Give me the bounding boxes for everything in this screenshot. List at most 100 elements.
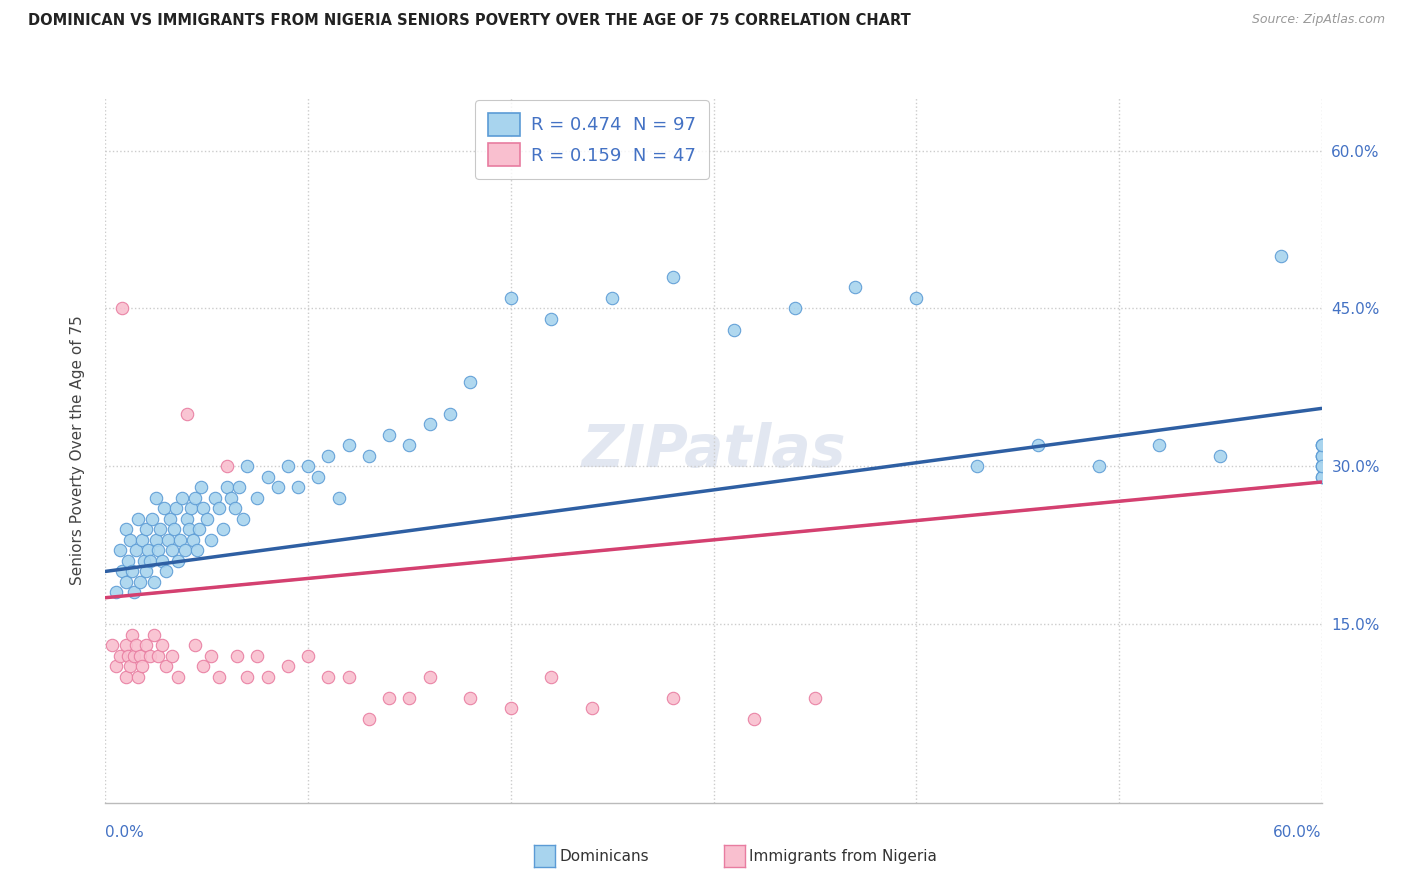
Point <box>458 690 481 705</box>
Point <box>1209 449 1232 463</box>
Point <box>162 543 184 558</box>
Point <box>246 491 269 505</box>
Point <box>1310 459 1333 474</box>
Point <box>104 585 127 599</box>
Text: 0.0%: 0.0% <box>105 825 145 840</box>
Point <box>1026 438 1049 452</box>
Point <box>228 480 250 494</box>
Point <box>136 543 159 558</box>
Point <box>135 565 157 579</box>
Point <box>200 648 222 663</box>
Point <box>145 491 167 505</box>
Point <box>224 501 246 516</box>
Point <box>1310 438 1333 452</box>
Point <box>117 554 139 568</box>
Point <box>378 690 401 705</box>
Point <box>212 522 235 536</box>
Point <box>172 491 194 505</box>
Text: DOMINICAN VS IMMIGRANTS FROM NIGERIA SENIORS POVERTY OVER THE AGE OF 75 CORRELAT: DOMINICAN VS IMMIGRANTS FROM NIGERIA SEN… <box>28 13 911 29</box>
Point <box>121 627 143 641</box>
Text: Source: ZipAtlas.com: Source: ZipAtlas.com <box>1251 13 1385 27</box>
Point <box>114 574 136 589</box>
Point <box>155 659 177 673</box>
Point <box>1310 438 1333 452</box>
Point <box>129 574 152 589</box>
Point <box>104 659 127 673</box>
Point <box>121 565 143 579</box>
Point <box>114 522 136 536</box>
Point <box>458 375 481 389</box>
Point <box>966 459 988 474</box>
Point <box>256 469 278 483</box>
Point <box>1310 469 1333 483</box>
Point <box>287 480 309 494</box>
Point <box>108 543 131 558</box>
Y-axis label: Seniors Poverty Over the Age of 75: Seniors Poverty Over the Age of 75 <box>70 316 84 585</box>
Point <box>125 543 148 558</box>
Point <box>236 670 259 684</box>
Point <box>540 312 562 326</box>
Point <box>159 512 181 526</box>
Point <box>219 491 242 505</box>
Point <box>208 670 231 684</box>
Point <box>143 627 166 641</box>
Text: 60.0%: 60.0% <box>1274 825 1322 840</box>
Point <box>499 291 522 305</box>
Point <box>232 512 254 526</box>
Point <box>217 480 239 494</box>
Point <box>191 501 214 516</box>
Text: ZIPatlas: ZIPatlas <box>581 422 846 479</box>
Point <box>157 533 180 547</box>
Point <box>176 407 198 421</box>
Point <box>167 554 190 568</box>
Point <box>183 638 205 652</box>
Point <box>180 501 202 516</box>
Point <box>357 449 380 463</box>
Point <box>183 491 205 505</box>
Point <box>146 648 169 663</box>
Point <box>1310 449 1333 463</box>
Point <box>1270 249 1292 263</box>
Point <box>297 648 319 663</box>
Point <box>149 522 172 536</box>
Point <box>277 659 299 673</box>
Point <box>1310 459 1333 474</box>
Point <box>127 512 149 526</box>
Point <box>905 291 928 305</box>
Point <box>141 512 163 526</box>
Point <box>150 554 173 568</box>
Point <box>132 554 155 568</box>
Point <box>135 522 157 536</box>
Point <box>540 670 562 684</box>
Point <box>169 533 191 547</box>
Point <box>236 459 259 474</box>
Point <box>723 322 745 336</box>
Point <box>186 543 208 558</box>
Point <box>1087 459 1109 474</box>
Point <box>114 670 136 684</box>
Point <box>398 438 420 452</box>
Point <box>742 712 765 726</box>
Point <box>122 585 145 599</box>
Point <box>190 480 212 494</box>
Point <box>108 648 131 663</box>
Point <box>150 638 173 652</box>
Point <box>153 501 176 516</box>
Point <box>662 269 685 284</box>
Legend: R = 0.474  N = 97, R = 0.159  N = 47: R = 0.474 N = 97, R = 0.159 N = 47 <box>475 100 709 179</box>
Point <box>246 648 269 663</box>
Point <box>804 690 827 705</box>
Point <box>200 533 222 547</box>
Point <box>100 638 122 652</box>
Point <box>139 554 162 568</box>
Point <box>122 648 145 663</box>
Point <box>111 565 134 579</box>
Point <box>129 648 152 663</box>
Point <box>581 701 603 715</box>
Point <box>267 480 290 494</box>
Point <box>328 491 350 505</box>
Point <box>125 638 148 652</box>
Point <box>145 533 167 547</box>
Point <box>167 670 190 684</box>
Point <box>337 438 360 452</box>
